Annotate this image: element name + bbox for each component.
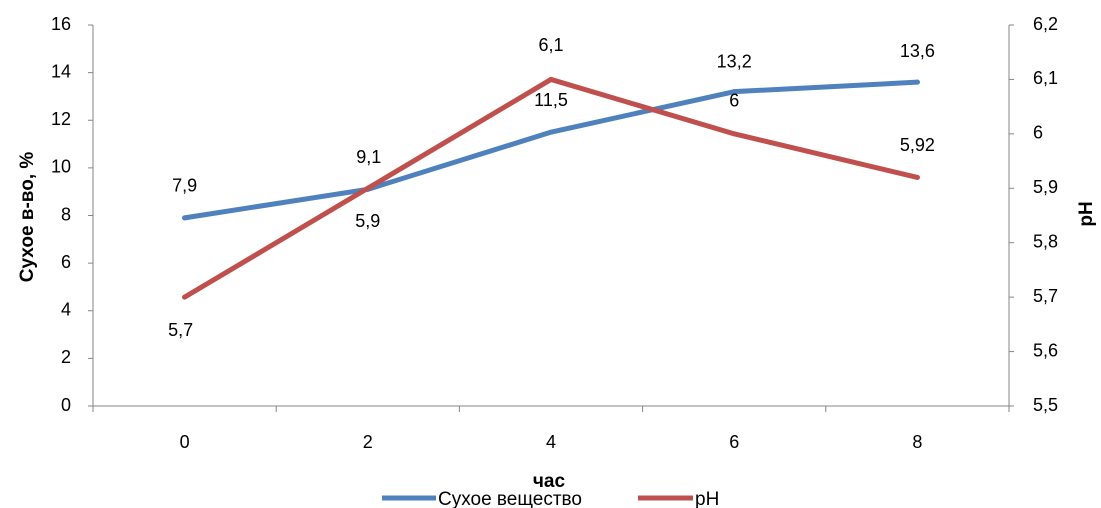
right-axis-title: pH [1076, 201, 1097, 226]
left-tick-label: 2 [61, 347, 71, 367]
right-tick-label: 5,6 [1033, 340, 1058, 360]
right-tick-label: 6,2 [1033, 14, 1058, 34]
data-label: 7,9 [172, 176, 197, 196]
x-tick-label: 2 [363, 432, 373, 452]
left-axis-title: Сухое в-во, % [17, 152, 38, 283]
left-tick-label: 16 [51, 14, 71, 34]
x-tick-label: 0 [180, 432, 190, 452]
right-tick-label: 5,7 [1033, 286, 1058, 306]
x-tick-label: 6 [729, 432, 739, 452]
data-point [548, 129, 554, 135]
series-line-ph [182, 76, 920, 300]
axes: 0 2 4 6 8 10 12 14 16 5,5 5,6 5,7 5,8 5,9 6 6,1 6,2 0 2 4 6 8 [51, 14, 1058, 452]
data-point [548, 76, 554, 82]
legend-label-ph: pH [695, 489, 719, 508]
data-label: 11,5 [534, 90, 568, 110]
left-tick-label: 12 [51, 109, 71, 129]
data-labels: 7,9 9,1 11,5 13,2 13,6 5,7 5,9 6,1 6 5,92 [168, 35, 935, 340]
right-tick-label: 5,8 [1033, 231, 1058, 251]
left-tick-label: 4 [61, 300, 71, 320]
left-tick-label: 10 [51, 157, 71, 177]
x-tick-label: 4 [546, 432, 556, 452]
data-point [731, 131, 737, 137]
legend: Сухое вещество pH [382, 489, 719, 508]
data-label: 13,2 [717, 51, 752, 71]
data-point [731, 89, 737, 95]
right-tick-label: 6 [1033, 123, 1043, 143]
series-layer [182, 76, 920, 300]
left-tick-label: 6 [61, 252, 71, 272]
right-tick-label: 6,1 [1033, 68, 1058, 88]
data-label: 5,9 [355, 211, 380, 231]
x-axis-title: час [533, 471, 566, 492]
legend-label-dry-matter: Сухое вещество [438, 489, 582, 508]
data-point [914, 79, 920, 85]
data-point [365, 185, 371, 191]
data-point [182, 215, 188, 221]
right-tick-label: 5,5 [1033, 395, 1058, 415]
right-tick-label: 5,9 [1033, 177, 1058, 197]
data-label: 5,92 [900, 135, 935, 155]
x-tick-label: 8 [912, 432, 922, 452]
data-label: 13,6 [900, 41, 935, 61]
left-tick-label: 8 [61, 204, 71, 224]
left-tick-label: 14 [51, 61, 71, 81]
data-point [182, 294, 188, 300]
data-label: 6,1 [538, 35, 563, 55]
data-label: 9,1 [356, 147, 381, 167]
data-point [914, 174, 920, 180]
left-tick-label: 0 [61, 395, 71, 415]
data-label: 6 [729, 91, 739, 111]
data-label: 5,7 [168, 320, 193, 340]
